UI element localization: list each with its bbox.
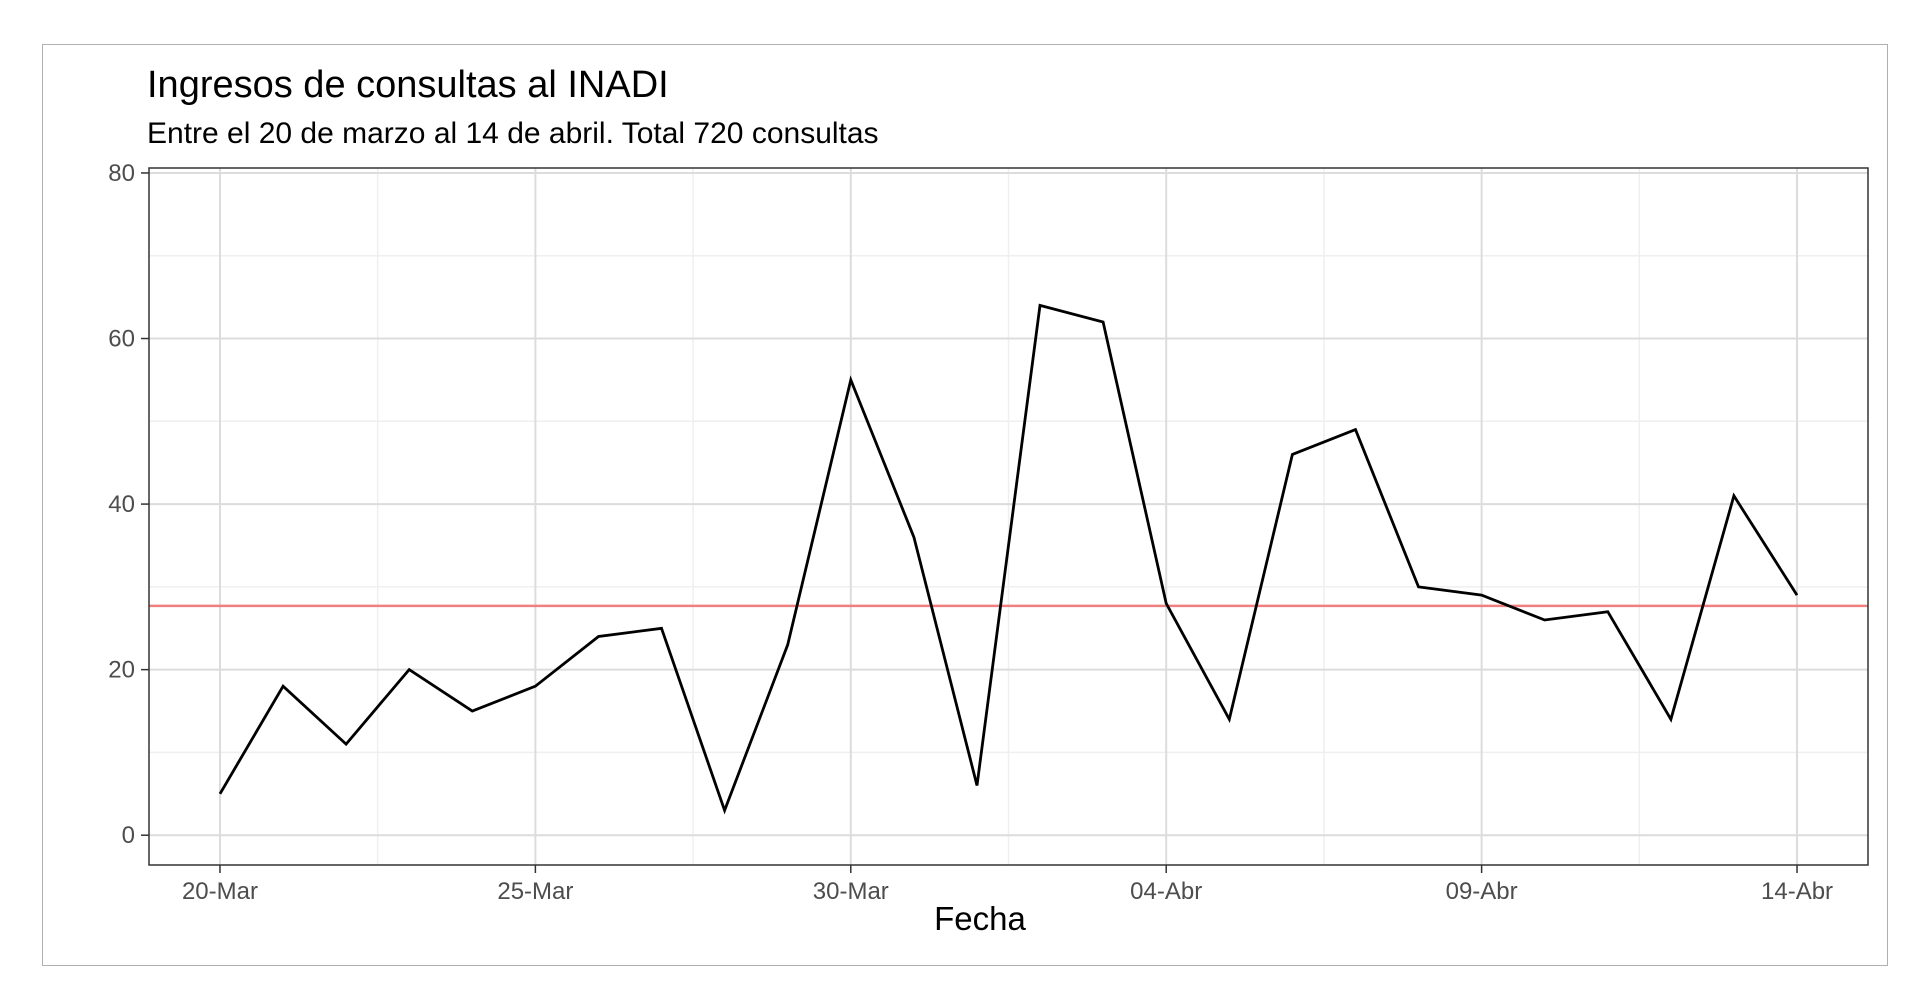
chart-subtitle: Entre el 20 de marzo al 14 de abril. Tot… xyxy=(147,117,879,150)
x-axis-title: Fecha xyxy=(934,900,1026,937)
series-line xyxy=(218,303,1799,815)
data-points xyxy=(219,305,1798,811)
x-tick-label: 04-Abr xyxy=(1130,878,1202,905)
series-line-group xyxy=(218,303,1799,815)
chart-title: Ingresos de consultas al INADI xyxy=(147,64,669,106)
chart-svg: Ingresos de consultas al INADI Entre el … xyxy=(108,64,1869,937)
plot-panel-border xyxy=(148,167,1869,866)
y-tick-label: 80 xyxy=(108,160,135,187)
y-tick-label: 40 xyxy=(108,491,135,518)
x-tick-label: 25-Mar xyxy=(497,878,573,905)
x-tick-label: 30-Mar xyxy=(813,878,889,905)
grid-lines xyxy=(149,168,1868,865)
x-axis-ticks: 20-Mar 25-Mar 30-Mar 04-Abr 09-Abr 14-Abr xyxy=(182,865,1833,905)
y-tick-label: 20 xyxy=(108,657,135,684)
x-tick-label: 09-Abr xyxy=(1446,878,1518,905)
y-axis-ticks: 0 20 40 60 80 xyxy=(108,160,149,849)
chart-frame: Ingresos de consultas al INADI Entre el … xyxy=(42,44,1888,966)
x-tick-label: 14-Abr xyxy=(1761,878,1833,905)
y-tick-label: 60 xyxy=(108,326,135,353)
x-tick-label: 20-Mar xyxy=(182,878,258,905)
y-tick-label: 0 xyxy=(122,822,135,849)
